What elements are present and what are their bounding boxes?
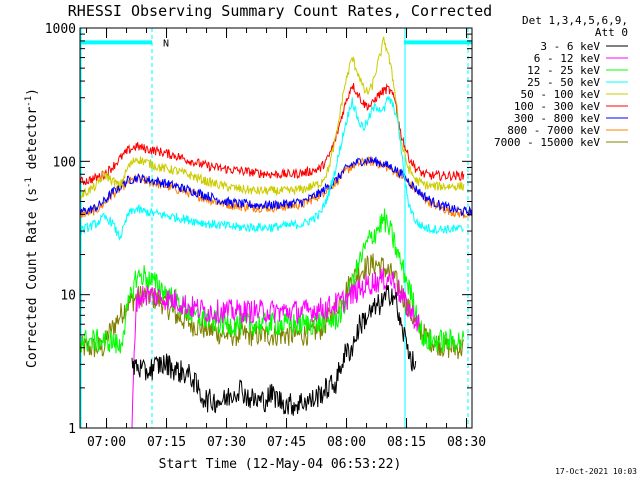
x-tick-label-2: 07:30 <box>207 435 246 450</box>
series-line-1 <box>131 267 420 429</box>
y-tick-label-1: 10 <box>60 289 76 304</box>
legend-label-0: 3 - 6 keV <box>540 40 600 53</box>
x-tick-label-4: 08:00 <box>327 435 366 450</box>
chart-title: RHESSI Observing Summary Count Rates, Co… <box>68 2 492 20</box>
y-tick-label-2: 100 <box>53 155 76 170</box>
saa-marker-label: N <box>163 38 169 49</box>
x-tick-label-1: 07:15 <box>147 435 186 450</box>
x-tick-label-0: 07:00 <box>87 435 126 450</box>
legend-label-4: 50 - 100 keV <box>521 88 601 101</box>
x-axis-label: Start Time (12-May-04 06:53:22) <box>159 457 402 472</box>
legend-label-5: 100 - 300 keV <box>514 100 600 113</box>
y-axis-label-main: Corrected Count Rate (s <box>25 188 40 368</box>
series-line-8 <box>79 253 465 360</box>
legend: Det 1,3,4,5,6,9, Att 0 7000 - 15000 keV8… <box>494 14 628 149</box>
y-axis-label-sup1: -1 <box>24 177 34 188</box>
legend-header-line-1: Det 1,3,4,5,6,9, <box>522 14 628 27</box>
plot-area: N <box>79 28 473 429</box>
legend-label-1: 6 - 12 keV <box>534 52 601 65</box>
generation-timestamp: 17-Oct-2021 10:03 <box>555 467 637 476</box>
y-axis-label-mid: detector <box>25 107 40 178</box>
y-axis-label: Corrected Count Rate (s-1 detector-1) <box>24 88 40 368</box>
y-tick-label-3: 1000 <box>45 22 76 37</box>
series-line-6 <box>79 156 473 217</box>
legend-label-8: 7000 - 15000 keV <box>494 136 600 149</box>
legend-label-3: 25 - 50 keV <box>527 76 600 89</box>
series-line-3 <box>79 95 464 241</box>
y-tick-label-0: 1 <box>68 422 76 437</box>
y-axis-label-sup2: -1 <box>24 96 34 107</box>
series-line-2 <box>79 208 465 354</box>
x-tick-label-3: 07:45 <box>267 435 306 450</box>
series-line-5 <box>79 82 465 186</box>
axis-ticks: 1 10 100 1000 07:00 07:15 07:30 07:45 08:00 08:15… <box>45 22 486 450</box>
legend-label-2: 12 - 25 keV <box>527 64 600 77</box>
y-axis-label-end: ) <box>25 88 40 96</box>
legend-label-7: 800 - 7000 keV <box>507 124 600 137</box>
x-tick-label-5: 08:15 <box>387 435 426 450</box>
plot-frame <box>79 27 473 429</box>
legend-label-6: 300 - 800 keV <box>514 112 600 125</box>
series-line-0 <box>131 285 417 416</box>
x-tick-label-6: 08:30 <box>447 435 486 450</box>
legend-header-line-2: Att 0 <box>595 26 628 39</box>
